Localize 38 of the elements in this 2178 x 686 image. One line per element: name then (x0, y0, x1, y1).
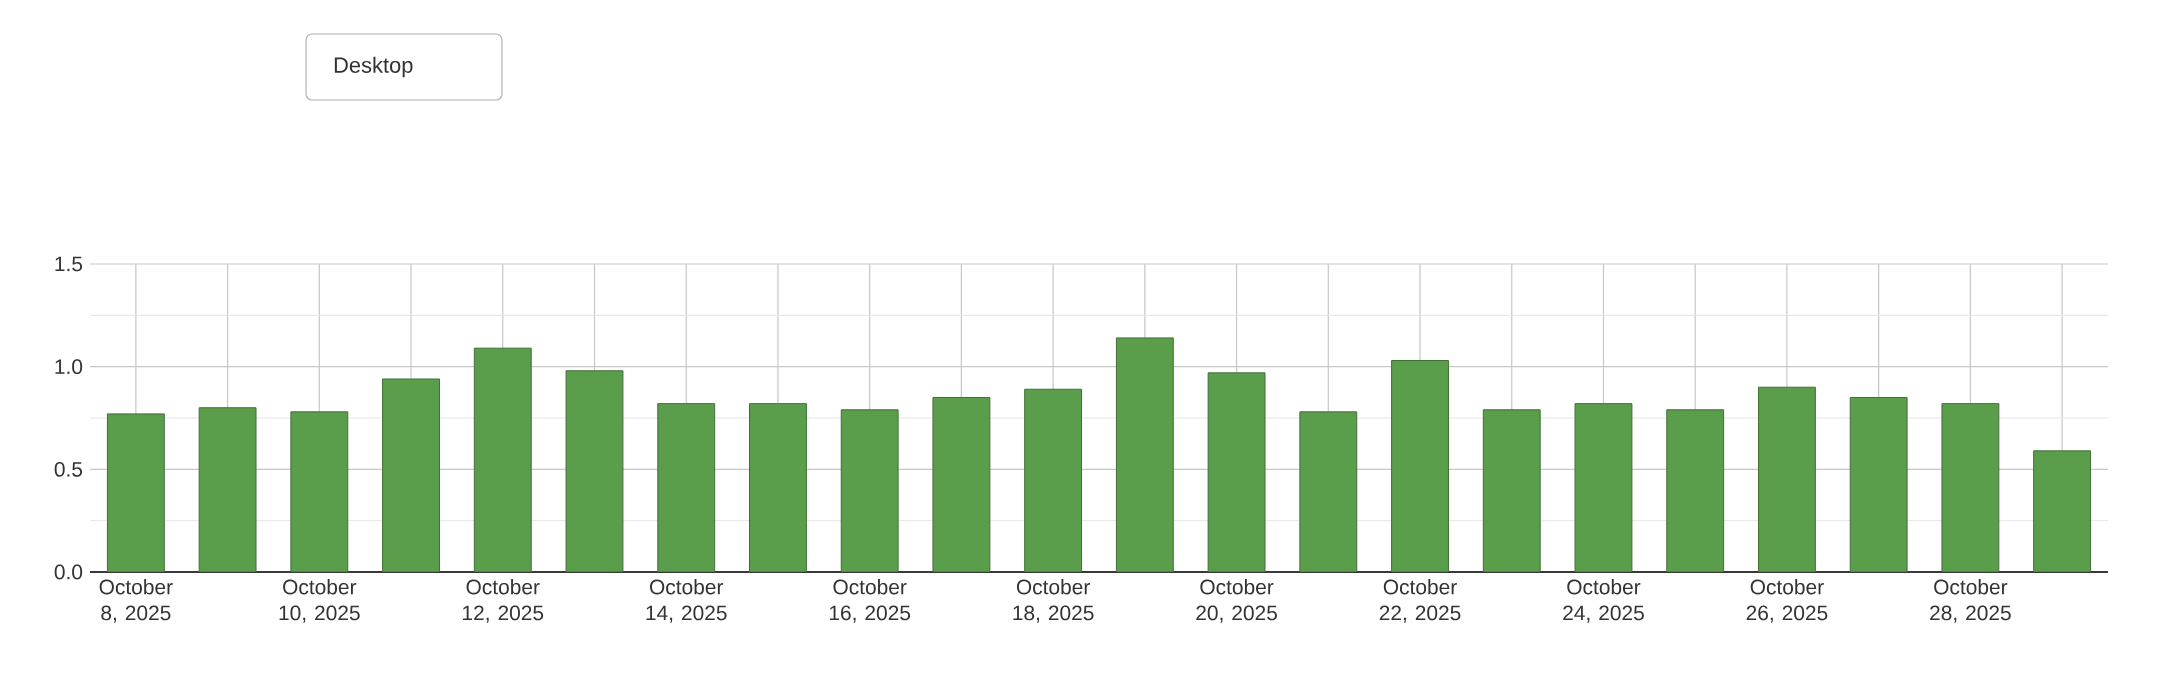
bar (932, 396, 991, 572)
x-tick-label: October 10, 2025 (279, 579, 360, 623)
x-tick-label: October 8, 2025 (99, 579, 173, 623)
x-tick-label: October 18, 2025 (1013, 579, 1094, 623)
x-tick-label: October 12, 2025 (463, 579, 544, 623)
bar (1574, 403, 1633, 572)
y-tick-label: 1.5 (55, 256, 83, 272)
bar (106, 413, 165, 572)
bar (1482, 409, 1541, 572)
bar (1024, 388, 1083, 572)
x-tick-label: October 26, 2025 (1746, 579, 1828, 623)
bar (840, 409, 899, 572)
bar (2033, 450, 2092, 572)
x-tick-label: October 16, 2025 (829, 579, 911, 623)
bar (1391, 360, 1449, 572)
x-tick-label: October 14, 2025 (646, 579, 727, 623)
bar (1849, 396, 1908, 572)
x-tick-label: October 28, 2025 (1930, 579, 2011, 623)
bar (1115, 337, 1174, 572)
bar (382, 378, 440, 572)
bar (473, 347, 532, 572)
bar (1207, 372, 1266, 572)
bar (1299, 411, 1358, 572)
bar (1757, 386, 1816, 572)
x-tick-label: October 22, 2025 (1379, 579, 1461, 623)
y-tick-label: 0.5 (54, 461, 83, 477)
x-tick-label: October 20, 2025 (1196, 579, 1277, 623)
bar (565, 370, 624, 572)
text: Desktop (334, 56, 413, 78)
x-tick-label: October 24, 2025 (1563, 579, 1644, 623)
bar (198, 407, 257, 572)
y-tick-label: 0.0 (54, 564, 83, 580)
bar (290, 411, 349, 572)
y-tick-label: 1.0 (55, 359, 83, 375)
bar (1941, 403, 2000, 572)
bar (1666, 409, 1725, 572)
bar (749, 403, 807, 572)
bar (657, 403, 716, 572)
